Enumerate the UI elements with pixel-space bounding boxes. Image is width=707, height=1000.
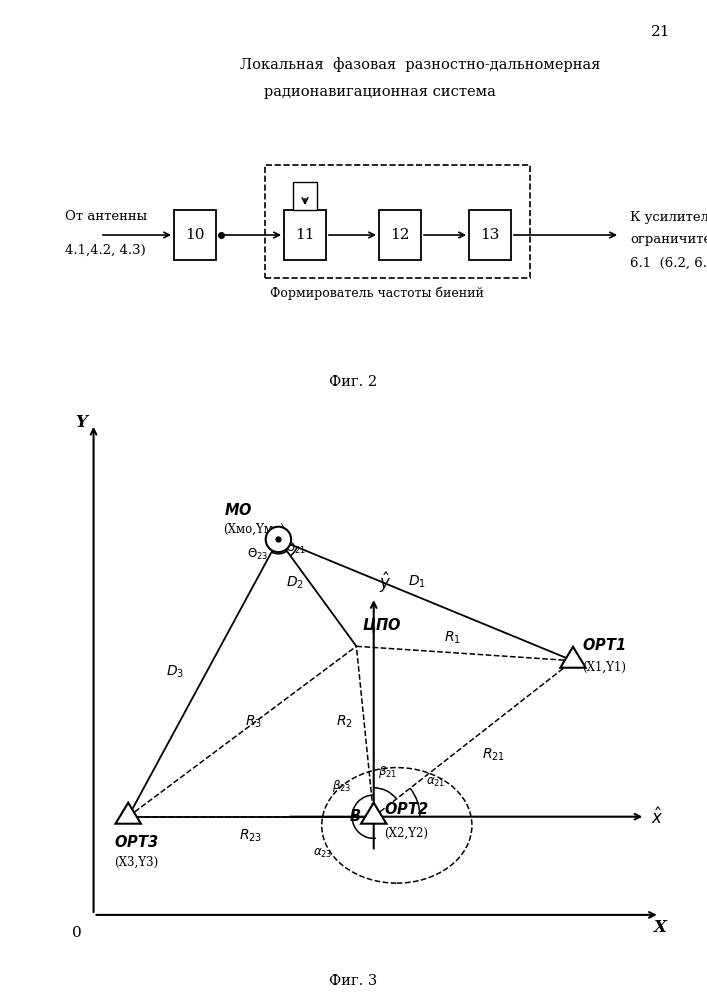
Text: $R_{23}$: $R_{23}$ [240,828,262,844]
Text: ограничителю: ограничителю [630,233,707,246]
Text: $D_3$: $D_3$ [165,663,184,680]
Text: $\beta_{23}$: $\beta_{23}$ [332,778,351,794]
Text: $\Theta_{23}$: $\Theta_{23}$ [247,547,268,562]
Text: $R_1$: $R_1$ [445,630,462,646]
Text: 11: 11 [296,228,315,242]
Text: $R_3$: $R_3$ [245,714,262,730]
Text: $\alpha_{23}$: $\alpha_{23}$ [313,847,332,860]
Text: $\bfit{МО}$: $\bfit{МО}$ [223,502,252,518]
Text: (X1,Y1): (X1,Y1) [582,661,626,674]
Text: Локальная  фазовая  разностно-дальномерная: Локальная фазовая разностно-дальномерная [240,58,600,72]
Text: $\bfit{ОРТ3}$: $\bfit{ОРТ3}$ [114,834,158,850]
Bar [174,210,216,260]
Polygon shape [561,647,585,668]
Polygon shape [361,803,387,824]
Text: $\bfit{ОРТ2}$: $\bfit{ОРТ2}$ [384,801,428,817]
Bar [284,210,326,260]
Bar [293,182,317,210]
Text: $R_2$: $R_2$ [336,714,353,730]
Text: Формирователь частоты биений: Формирователь частоты биений [270,286,484,300]
Text: $\bfit{ОРТ1}$: $\bfit{ОРТ1}$ [582,637,625,653]
Text: $\hat{y}$: $\hat{y}$ [380,570,392,595]
Text: (X3,Y3): (X3,Y3) [114,856,158,869]
Text: $D_1$: $D_1$ [409,574,426,590]
Polygon shape [115,803,141,824]
Text: Фиг. 2: Фиг. 2 [329,375,377,389]
Text: $\beta_{21}$: $\beta_{21}$ [378,764,397,780]
Text: (X2,Y2): (X2,Y2) [384,827,428,840]
Text: 10: 10 [185,228,205,242]
Text: Фиг. 3: Фиг. 3 [329,974,378,988]
Text: $\alpha_{21}$: $\alpha_{21}$ [426,776,445,789]
Text: 21: 21 [651,25,671,39]
Text: $\Theta_{21}$: $\Theta_{21}$ [286,541,306,556]
Text: 6.1  (6.2, 6.3): 6.1 (6.2, 6.3) [630,256,707,269]
Text: $\bfit{В}$: $\bfit{В}$ [349,808,362,824]
Bar [265,165,530,278]
Text: $\hat{x}$: $\hat{x}$ [651,807,663,828]
Text: Y: Y [75,414,87,431]
Text: 13: 13 [480,228,500,242]
Text: От антенны: От антенны [65,211,147,224]
Text: 4.1,4.2, 4.3): 4.1,4.2, 4.3) [65,243,146,256]
Text: К усилителю -: К усилителю - [630,211,707,224]
Bar [379,210,421,260]
Text: $R_{21}$: $R_{21}$ [482,747,505,763]
Text: 12: 12 [390,228,410,242]
Text: радионавигационная система: радионавигационная система [264,85,496,99]
Text: X: X [654,919,667,936]
Text: $D_2$: $D_2$ [286,575,303,591]
Bar [469,210,511,260]
Text: 0: 0 [71,926,81,940]
Text: (Хмо,Үмо): (Хмо,Үмо) [223,522,285,535]
Text: $\bfit{ЦПО}$: $\bfit{ЦПО}$ [362,616,402,635]
Circle shape [266,527,291,552]
